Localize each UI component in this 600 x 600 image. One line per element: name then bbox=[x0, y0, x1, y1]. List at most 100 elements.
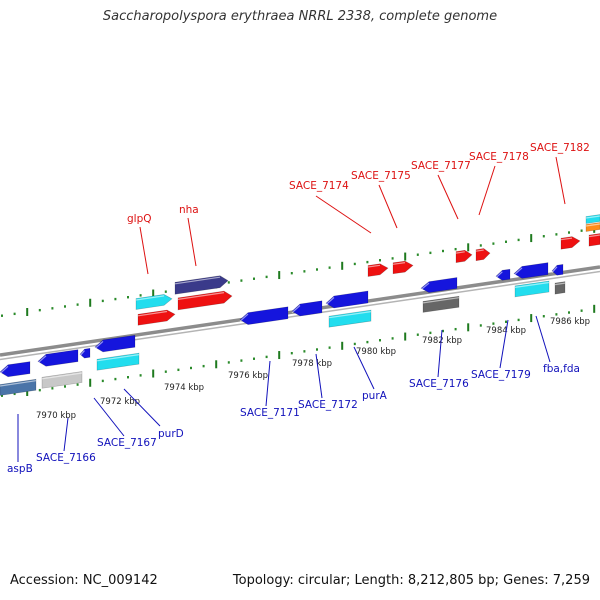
gene-sace7177-highlight bbox=[455, 251, 465, 254]
tick-minor bbox=[429, 251, 432, 255]
label-sace7171: SACE_7171 bbox=[240, 407, 300, 419]
tick-minor bbox=[164, 290, 167, 293]
label-sace7175: SACE_7175 bbox=[351, 170, 411, 182]
tick-minor bbox=[101, 379, 104, 383]
gene-fba bbox=[513, 262, 549, 279]
tick-minor bbox=[265, 355, 268, 359]
tick-minor bbox=[442, 249, 444, 253]
gene-fda-cyan-highlight bbox=[514, 281, 550, 288]
tick-minor bbox=[416, 253, 419, 256]
gene-sace7166 bbox=[37, 349, 79, 367]
label-pura: purA bbox=[362, 390, 388, 402]
tick-minor bbox=[454, 327, 457, 331]
label-purd: purD bbox=[158, 428, 184, 440]
tick-minor bbox=[328, 266, 331, 269]
gene-small bbox=[79, 347, 91, 359]
feature-labels: 7970 kbp 7972 kbp 7974 kbp 7976 kbp 7978 kbp… bbox=[7, 142, 590, 475]
tick-minor bbox=[127, 376, 129, 379]
tick-minor bbox=[542, 315, 545, 318]
tick-minor bbox=[303, 350, 306, 353]
gene-edge-red-highlight bbox=[588, 234, 600, 238]
gene-sace7176 bbox=[420, 277, 458, 293]
gene-glpq-lower-highlight bbox=[137, 310, 168, 317]
gene-aspb bbox=[0, 378, 37, 396]
label-sace7175-leader bbox=[378, 184, 398, 229]
tick-minor bbox=[177, 368, 180, 372]
label-purd-leader bbox=[123, 388, 161, 427]
label-sace7167: SACE_7167 bbox=[97, 437, 157, 449]
gene-small-gray-highlight bbox=[554, 282, 566, 286]
label-sace7171-leader bbox=[265, 360, 271, 407]
gene-nha-upper bbox=[174, 275, 229, 295]
gene-sace7166-highlight bbox=[37, 355, 47, 364]
tick-minor bbox=[580, 229, 583, 232]
gene-sace7176-gray bbox=[422, 295, 460, 313]
tick-minor bbox=[253, 357, 255, 360]
tick-minor bbox=[580, 309, 583, 312]
tick-minor bbox=[139, 374, 142, 377]
label-glpq-leader bbox=[139, 226, 149, 275]
tick-minor bbox=[227, 281, 230, 284]
gene-sace7167-gray-highlight bbox=[41, 372, 83, 380]
tick-minor bbox=[139, 294, 142, 297]
label-nha: nha bbox=[179, 204, 199, 216]
tick-minor bbox=[542, 235, 545, 238]
tick-minor bbox=[127, 296, 129, 299]
kbp-label: 7982 kbp bbox=[422, 336, 462, 346]
tick-minor bbox=[76, 383, 79, 386]
tick-minor bbox=[1, 314, 3, 317]
gene-sace7166-left bbox=[0, 361, 31, 378]
label-pura-leader bbox=[353, 346, 375, 390]
gene-nha-lower-highlight bbox=[177, 292, 225, 300]
gene-sace7167-highlight bbox=[94, 340, 104, 350]
tick-minor bbox=[265, 275, 268, 279]
map-title: Saccharopolyspora erythraea NRRL 2338, c… bbox=[102, 9, 498, 24]
tick-minor bbox=[366, 260, 369, 264]
gene-sace7182 bbox=[560, 236, 581, 250]
tick-minor bbox=[442, 329, 444, 333]
label-sace7174: SACE_7174 bbox=[289, 180, 349, 192]
tick-minor bbox=[64, 385, 66, 388]
gene-sace7172 bbox=[291, 300, 323, 317]
gene-sace7167 bbox=[94, 334, 136, 353]
kbp-label: 7978 kbp bbox=[292, 359, 332, 369]
accession-text: Accession: NC_009142 bbox=[10, 573, 158, 588]
tick-minor bbox=[114, 297, 117, 301]
tick-minor bbox=[555, 233, 558, 236]
tick-minor bbox=[101, 299, 104, 303]
tick-minor bbox=[13, 312, 16, 316]
tick-minor bbox=[290, 271, 293, 275]
label-sace7167-leader bbox=[93, 397, 125, 437]
label-sace7182-leader bbox=[555, 156, 566, 205]
tick-minor bbox=[555, 313, 558, 316]
gene-small-highlight bbox=[79, 350, 85, 357]
label-sace7172: SACE_7172 bbox=[298, 399, 358, 411]
label-fba-fda: fba,fda bbox=[543, 363, 580, 375]
label-sace7179: SACE_7179 bbox=[471, 369, 531, 381]
gene-sace7182-highlight bbox=[560, 237, 573, 241]
label-sace7176-leader bbox=[437, 329, 443, 378]
gene-fba-highlight bbox=[513, 267, 523, 276]
kbp-label: 7986 kbp bbox=[550, 317, 590, 327]
tick-minor bbox=[454, 247, 457, 251]
gene-sace7171 bbox=[239, 306, 289, 325]
tick-minor bbox=[517, 238, 520, 242]
kbp-label: 7980 kbp bbox=[356, 347, 396, 357]
tick-minor bbox=[479, 244, 482, 247]
tick-minor bbox=[366, 340, 369, 344]
kbp-label: 7970 kbp bbox=[36, 411, 76, 421]
tick-minor bbox=[51, 387, 54, 390]
tick-minor bbox=[316, 348, 318, 351]
label-nha-leader bbox=[187, 217, 197, 267]
gene-sace7175 bbox=[392, 260, 414, 275]
gene-glpq-upper bbox=[135, 294, 173, 310]
gene-sace7166-left-highlight bbox=[0, 365, 9, 374]
tick-row-lower bbox=[1, 304, 596, 397]
topology-summary: Topology: circular; Length: 8,212,805 bp… bbox=[232, 573, 590, 588]
tick-minor bbox=[568, 311, 570, 314]
tick-minor bbox=[353, 262, 356, 266]
tick-minor bbox=[379, 339, 381, 342]
tick-minor bbox=[416, 333, 419, 336]
tick-minor bbox=[114, 377, 117, 381]
tick-minor bbox=[328, 346, 331, 349]
